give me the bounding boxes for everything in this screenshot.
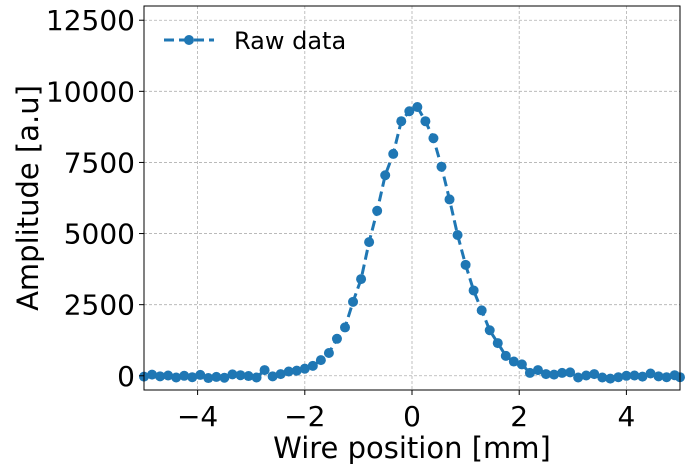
data-point	[508, 356, 519, 367]
data-point	[396, 116, 407, 127]
data-point	[428, 133, 439, 144]
data-point	[243, 371, 254, 382]
data-point	[235, 370, 246, 381]
x-tick-label: 4	[617, 400, 635, 433]
data-point	[444, 194, 455, 205]
y-tick-label: 12500	[46, 4, 135, 37]
data-point	[211, 371, 222, 382]
data-point	[171, 372, 182, 383]
grid	[144, 6, 680, 390]
data-point	[412, 101, 423, 112]
data-point	[436, 161, 447, 172]
data-point	[557, 367, 568, 378]
data-point	[613, 372, 624, 383]
data-point	[259, 365, 270, 376]
data-point	[573, 372, 584, 383]
x-tick-label: 0	[403, 400, 421, 433]
legend: Raw data	[164, 27, 346, 55]
data-point	[163, 370, 174, 381]
data-point	[597, 372, 608, 383]
data-point	[549, 369, 560, 380]
data-point	[155, 371, 166, 382]
data-point	[380, 170, 391, 181]
data-point	[299, 363, 310, 374]
data-point	[565, 367, 576, 378]
data-point	[420, 116, 431, 127]
data-point	[275, 369, 286, 380]
data-point	[203, 373, 214, 384]
y-tick-label: 5000	[64, 218, 135, 251]
y-axis-title: Amplitude [a.u]	[11, 85, 45, 311]
x-tick-label: −4	[177, 400, 218, 433]
axis-ticks: −4 −2 0 2 4 0 2500 5000 7500 10000 12500	[46, 4, 635, 433]
data-point	[589, 369, 600, 380]
data-point	[340, 322, 350, 333]
data-point	[516, 359, 527, 370]
data-point	[307, 360, 318, 371]
y-tick-label: 2500	[64, 289, 135, 322]
data-point	[348, 296, 359, 307]
data-point	[227, 369, 238, 380]
data-point	[524, 367, 535, 378]
data-point	[331, 333, 342, 344]
data-point	[468, 285, 479, 296]
data-point	[460, 259, 471, 270]
data-point	[364, 237, 375, 248]
data-point	[315, 355, 326, 366]
data-point	[388, 148, 399, 159]
y-tick-label: 0	[117, 360, 135, 393]
data-point	[147, 369, 158, 380]
data-point	[291, 365, 302, 376]
data-point	[645, 368, 656, 379]
data-point	[492, 338, 503, 349]
data-point	[195, 369, 206, 380]
series-raw-data	[139, 101, 685, 384]
data-point	[283, 366, 294, 377]
data-point	[484, 325, 495, 336]
data-point	[452, 229, 463, 240]
data-point	[653, 371, 664, 382]
data-point	[323, 348, 334, 359]
data-point	[637, 371, 648, 382]
data-point	[372, 205, 383, 216]
data-point	[251, 372, 262, 383]
data-point	[500, 350, 511, 361]
y-tick-label: 10000	[46, 75, 135, 108]
legend-marker-swatch	[184, 35, 194, 45]
data-point	[356, 274, 367, 285]
y-tick-label: 7500	[64, 146, 135, 179]
data-point	[661, 372, 672, 383]
data-point	[581, 370, 592, 381]
data-point	[267, 371, 278, 382]
data-point	[621, 370, 632, 381]
data-point	[629, 370, 640, 381]
x-tick-label: 2	[510, 400, 528, 433]
data-point	[476, 305, 487, 316]
data-point	[605, 373, 616, 384]
data-point	[532, 365, 543, 376]
data-point	[404, 106, 415, 117]
data-point	[187, 372, 198, 383]
x-axis-title: Wire position [mm]	[273, 431, 551, 465]
legend-label: Raw data	[234, 27, 346, 55]
data-point	[179, 370, 190, 381]
data-point	[541, 369, 551, 380]
data-point	[219, 372, 230, 383]
x-tick-label: −2	[284, 400, 325, 433]
